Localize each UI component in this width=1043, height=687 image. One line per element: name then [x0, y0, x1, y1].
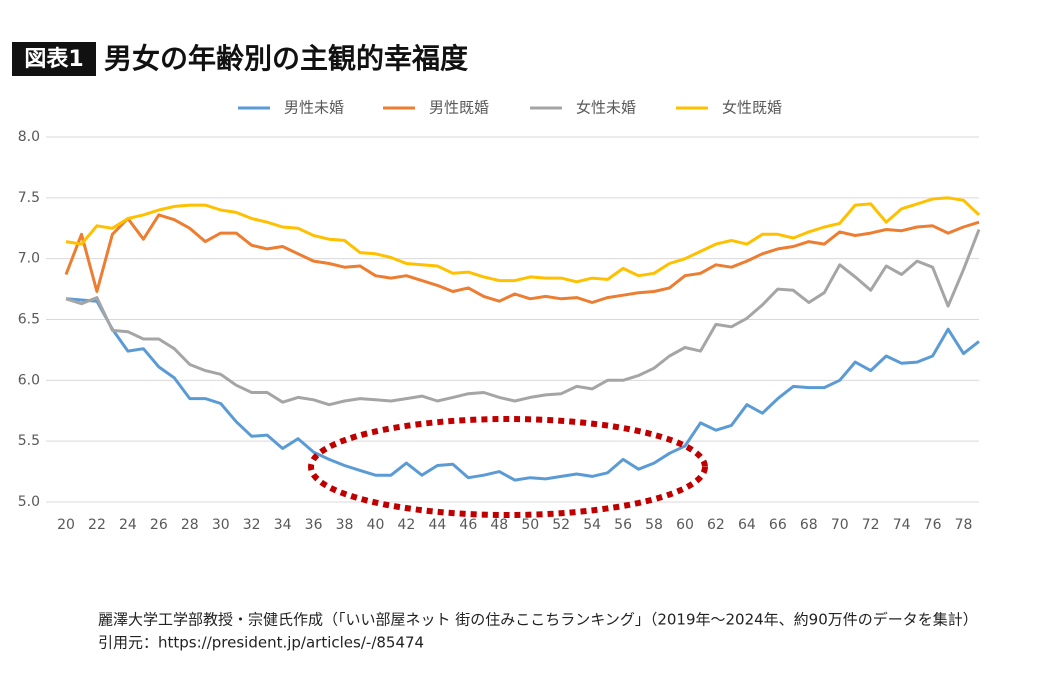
legend-label: 女性未婚: [576, 99, 636, 117]
y-tick-label: 8.0: [18, 129, 40, 145]
x-tick-label: 56: [614, 517, 632, 533]
x-tick-label: 32: [243, 517, 261, 533]
x-tick-label: 76: [924, 517, 942, 533]
x-tick-label: 40: [367, 517, 385, 533]
x-tick-label: 42: [398, 517, 416, 533]
chart-title: 男女の年齢別の主観的幸福度: [104, 42, 468, 75]
source-note: 麗澤大学工学部教授・宗健氏作成（「いい部屋ネット 街の住みここちランキング」（2…: [98, 611, 978, 629]
x-tick-label: 38: [336, 517, 354, 533]
x-tick-label: 66: [769, 517, 787, 533]
y-tick-label: 7.0: [18, 251, 40, 267]
series-line: [65, 196, 981, 284]
x-tick-label: 48: [490, 517, 508, 533]
y-tick-label: 7.5: [18, 190, 40, 206]
badge-box: [12, 42, 96, 76]
y-tick-label: 5.5: [18, 433, 40, 449]
x-tick-label: 78: [955, 517, 973, 533]
series-line: [65, 297, 980, 482]
x-tick-label: 46: [459, 517, 477, 533]
legend-label: 男性既婚: [429, 99, 489, 117]
x-tick-label: 20: [57, 517, 75, 533]
x-tick-label: 28: [181, 517, 199, 533]
x-tick-label: 50: [521, 517, 539, 533]
x-tick-label: 22: [88, 517, 106, 533]
x-tick-label: 62: [707, 517, 725, 533]
y-tick-label: 6.5: [18, 312, 40, 328]
y-tick-label: 5.0: [18, 494, 40, 510]
x-tick-label: 52: [552, 517, 570, 533]
x-tick-label: 30: [212, 517, 230, 533]
x-tick-label: 74: [893, 517, 911, 533]
x-tick-label: 72: [862, 517, 880, 533]
y-tick-label: 6.0: [18, 372, 40, 388]
x-tick-label: 26: [150, 517, 168, 533]
x-tick-label: 34: [274, 517, 292, 533]
x-tick-label: 68: [800, 517, 818, 533]
series-line: [65, 228, 981, 407]
x-tick-label: 24: [119, 517, 137, 533]
series-line: [64, 213, 980, 304]
x-tick-label: 44: [428, 517, 446, 533]
x-tick-label: 36: [305, 517, 323, 533]
x-tick-label: 54: [583, 517, 601, 533]
highlight-ellipse: [308, 416, 708, 518]
x-tick-label: 70: [831, 517, 849, 533]
legend-label: 男性未婚: [284, 99, 344, 117]
source-url: 引用元：https://president.jp/articles/-/8547…: [98, 634, 424, 652]
x-tick-label: 58: [645, 517, 663, 533]
legend-label: 女性既婚: [722, 99, 782, 117]
x-tick-label: 60: [676, 517, 694, 533]
badge: 図表1: [24, 47, 83, 72]
x-tick-label: 64: [738, 517, 756, 533]
